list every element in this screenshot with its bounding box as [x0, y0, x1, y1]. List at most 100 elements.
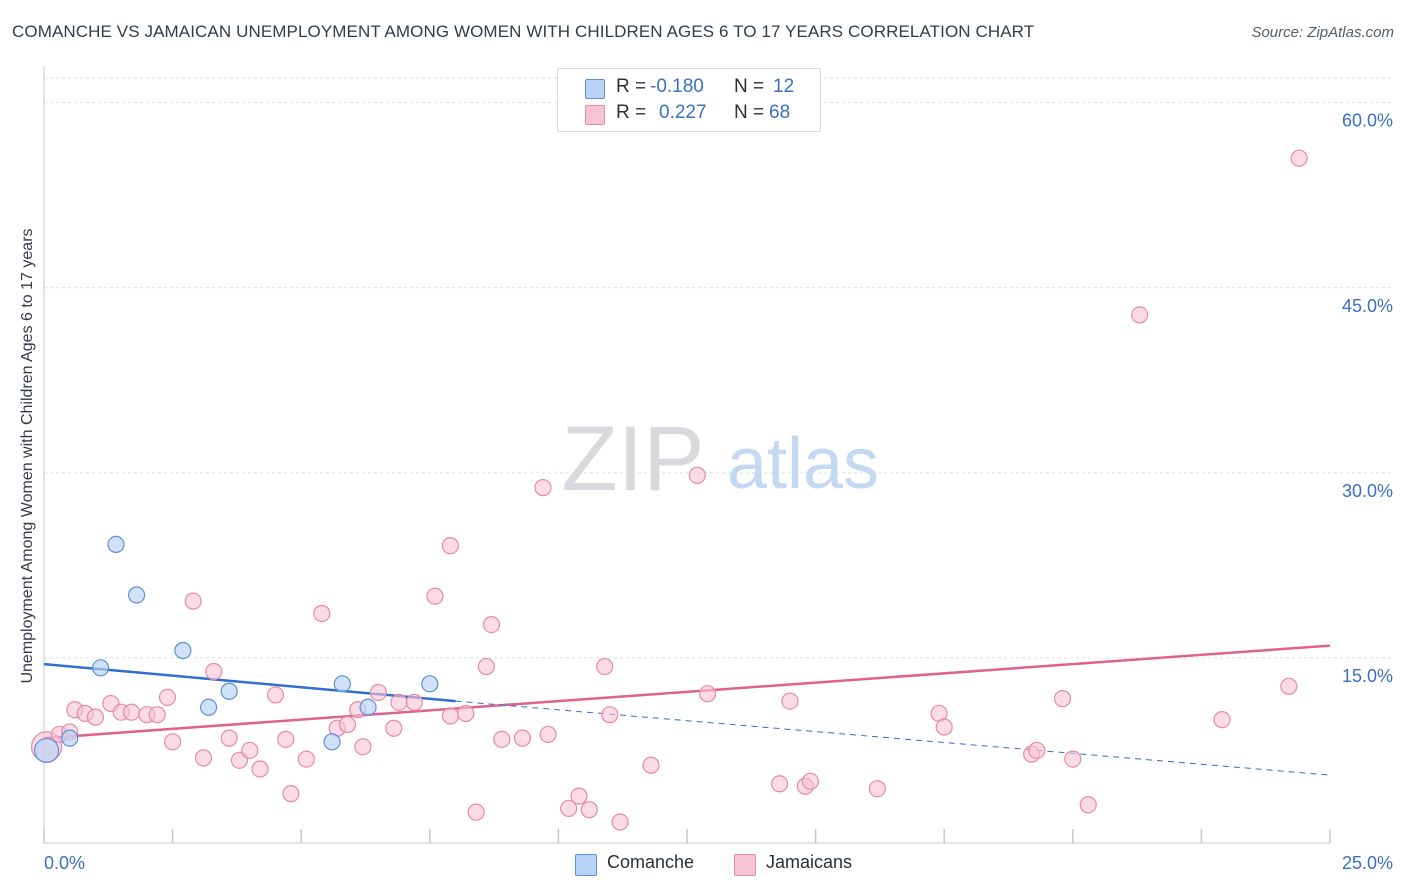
- jamaicans-point: [596, 657, 614, 676]
- jamaicans-point: [313, 604, 331, 623]
- jamaicans-point: [1280, 677, 1298, 695]
- y-tick-label: 15.0%: [1342, 666, 1393, 686]
- comanche-point: [200, 698, 218, 716]
- legend-label-jamaicans: Jamaicans: [766, 852, 853, 872]
- jamaicans-point: [158, 688, 177, 707]
- comanche-point: [127, 586, 146, 604]
- jamaicans-point: [220, 729, 238, 747]
- comanche-trend-line: [43, 662, 456, 703]
- jamaicans-point: [688, 466, 706, 484]
- comanche-point: [359, 698, 377, 716]
- y-tick-label: 60.0%: [1342, 111, 1393, 131]
- comanche-point: [220, 682, 238, 700]
- jamaicans-point: [477, 657, 495, 676]
- gridlines: [44, 77, 1392, 659]
- jamaicans-point: [493, 730, 511, 748]
- jamaicans-point: [513, 729, 531, 747]
- watermark: ZIP atlas: [561, 408, 879, 510]
- jamaicans-point: [205, 662, 223, 681]
- jamaicans-point: [441, 537, 459, 555]
- jamaicans-point: [1131, 306, 1149, 324]
- jamaicans-point: [390, 693, 408, 711]
- jamaicans-point: [580, 801, 598, 819]
- jamaicans-point: [482, 616, 501, 634]
- comanche-point: [91, 659, 110, 677]
- comanche-trend-extension: [455, 700, 1331, 776]
- comanche-point: [323, 733, 341, 751]
- jamaicans-point: [241, 741, 259, 760]
- jamaican-swatch: [585, 105, 605, 125]
- jamaicans-point: [570, 787, 588, 805]
- trend-lines: [43, 644, 1331, 776]
- jamaicans-point: [1213, 711, 1231, 729]
- jamaicans-point: [1053, 690, 1072, 708]
- comanche-point: [333, 675, 351, 693]
- jamaicans-point: [560, 799, 578, 818]
- jamaicans-point: [1079, 796, 1097, 814]
- comanche-point: [107, 535, 125, 554]
- comanche-point: [421, 675, 439, 693]
- r-value: -0.180: [650, 76, 704, 97]
- jamaicans-point: [297, 750, 315, 768]
- comanche-legend-swatch: [575, 854, 597, 876]
- n-value: 12: [773, 76, 795, 97]
- jamaicans-point: [251, 760, 269, 778]
- chart-title: COMANCHE VS JAMAICAN UNEMPLOYMENT AMONG …: [12, 22, 1035, 41]
- jamaicans-point: [935, 718, 953, 736]
- y-tick-label: 45.0%: [1342, 296, 1393, 316]
- y-tick-label: 30.0%: [1342, 481, 1393, 501]
- tick-labels: 15.0% 30.0% 45.0% 60.0% 0.0% 25.0%: [44, 111, 1393, 873]
- jamaicans-point: [282, 785, 300, 803]
- jamaicans-point: [441, 707, 459, 725]
- jamaicans-point: [1028, 741, 1046, 760]
- jamaicans-point: [534, 479, 552, 497]
- axes: [43, 66, 1331, 844]
- comanche-point: [174, 641, 192, 660]
- jamaicans-point: [354, 738, 372, 756]
- jamaicans-point: [642, 756, 660, 774]
- r-value: 0.227: [659, 102, 707, 123]
- r-label: R =: [616, 76, 647, 97]
- jamaicans-point: [338, 715, 357, 734]
- x-tick-label: 25.0%: [1342, 853, 1393, 873]
- jamaicans-point: [467, 803, 485, 821]
- jamaican-legend-swatch: [734, 854, 756, 876]
- jamaicans-point: [230, 751, 249, 769]
- n-value: 68: [769, 102, 791, 123]
- comanche-swatch: [585, 79, 605, 99]
- jamaicans-point: [369, 683, 387, 702]
- source-label: Source: ZipAtlas.com: [1251, 24, 1394, 41]
- jamaicans-point: [611, 813, 629, 831]
- comanche-point: [33, 737, 60, 764]
- jamaicans-point: [1064, 750, 1082, 768]
- jamaicans-point: [457, 704, 475, 723]
- jamaicans-point: [781, 692, 799, 710]
- jamaicans-point: [801, 772, 820, 790]
- correlation-legend: R = -0.180 N = 12 R = 0.227 N = 68: [557, 68, 821, 132]
- data-points: [30, 149, 1308, 831]
- jamaicans-point: [184, 592, 202, 610]
- n-label: N =: [734, 76, 765, 97]
- jamaicans-point: [385, 719, 403, 737]
- x-tick-label: 0.0%: [44, 853, 85, 873]
- jamaicans-point: [1290, 149, 1308, 167]
- legend-label-comanche: Comanche: [607, 852, 695, 872]
- jamaicans-point: [164, 733, 182, 751]
- jamaicans-point: [868, 780, 886, 798]
- jamaicans-point: [405, 693, 423, 711]
- comanche-point: [61, 729, 79, 747]
- jamaicans-point: [601, 706, 619, 724]
- jamaicans-point: [86, 708, 105, 726]
- r-label: R =: [616, 102, 647, 123]
- n-label: N =: [734, 102, 765, 123]
- watermark-zip: ZIP: [561, 408, 704, 510]
- jamaicans-trend-line: [43, 644, 1331, 740]
- watermark-atlas: atlas: [727, 424, 879, 504]
- jamaicans-point: [426, 587, 444, 605]
- jamaicans-point: [122, 703, 141, 721]
- jamaicans-point: [266, 686, 285, 704]
- jamaicans-point: [148, 706, 166, 724]
- jamaicans-point: [770, 775, 789, 793]
- jamaicans-point: [539, 725, 557, 744]
